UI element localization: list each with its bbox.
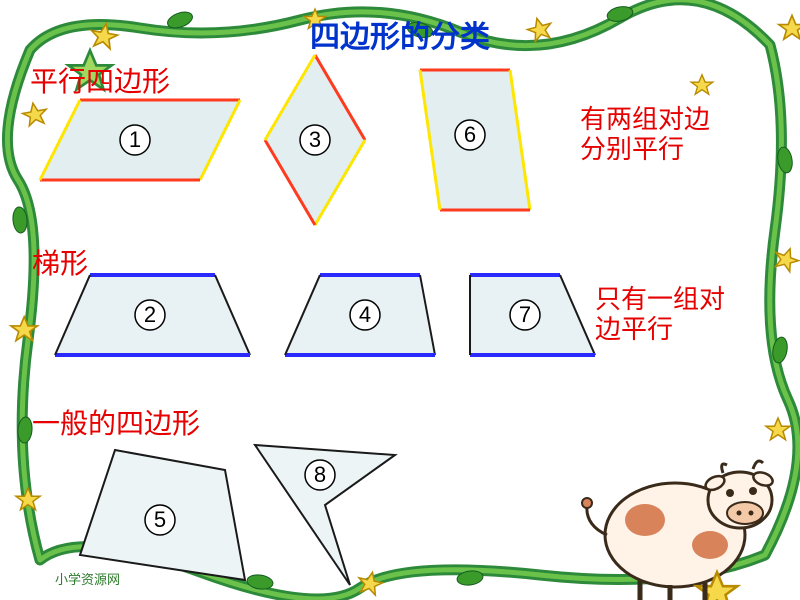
svg-text:5: 5: [154, 507, 166, 532]
shapes-layer: 1 3 6 2 4 7 5 8: [0, 0, 800, 600]
svg-text:7: 7: [519, 302, 531, 327]
svg-text:6: 6: [464, 122, 476, 147]
svg-text:1: 1: [129, 127, 141, 152]
svg-text:2: 2: [144, 302, 156, 327]
svg-text:4: 4: [359, 302, 371, 327]
svg-text:3: 3: [309, 127, 321, 152]
svg-text:8: 8: [314, 462, 326, 487]
watermark: 小学资源网: [55, 569, 120, 588]
